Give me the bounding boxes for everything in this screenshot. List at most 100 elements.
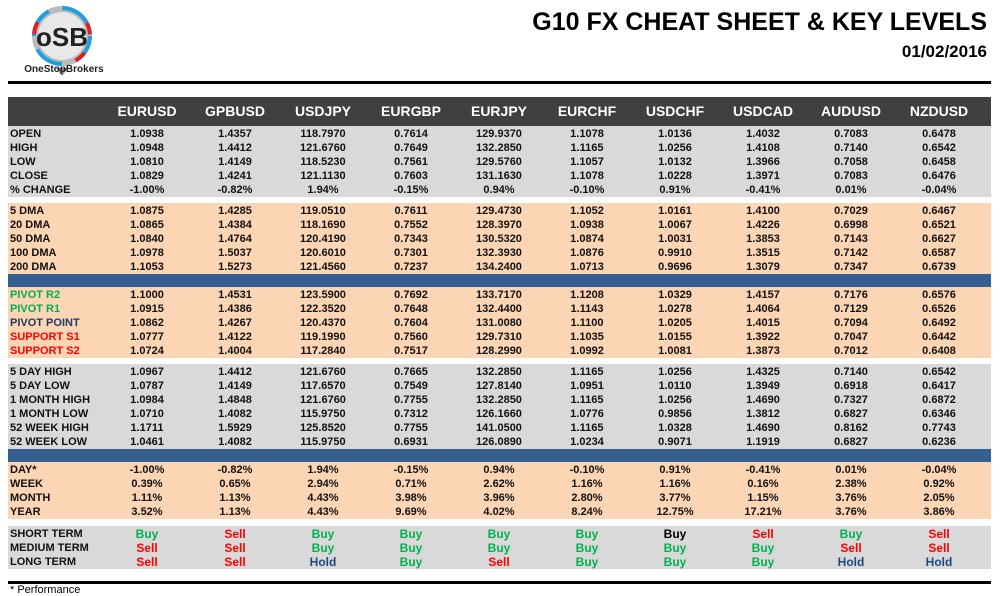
row-label: 5 DAY HIGH — [10, 366, 72, 378]
row-label: 5 DAY LOW — [10, 380, 70, 392]
value-cell: 1.0161 — [658, 205, 692, 217]
row-label: 52 WEEK LOW — [10, 436, 88, 448]
value-cell: 0.6542 — [922, 142, 956, 154]
value-cell: 8.24% — [571, 506, 603, 518]
value-cell: 1.0710 — [130, 408, 164, 420]
value-cell: 1.1053 — [130, 261, 164, 273]
value-cell: 0.7743 — [922, 422, 956, 434]
table-row: HIGH 1.0948 1.4412 121.6760 0.7649 132.2850 1.… — [8, 141, 991, 155]
value-cell: 1.4122 — [218, 331, 252, 343]
page-title: G10 FX CHEAT SHEET & KEY LEVELS — [532, 8, 987, 36]
table-section — [8, 526, 991, 569]
signal-cell: Sell — [840, 541, 862, 555]
value-cell: 1.0132 — [658, 156, 692, 168]
value-cell: 1.0915 — [130, 303, 164, 315]
value-cell: 1.1711 — [130, 422, 164, 434]
signal-cell: Buy — [311, 527, 335, 541]
value-cell: 0.7648 — [394, 303, 428, 315]
value-cell: 1.1165 — [570, 366, 604, 378]
table-row: YEAR 3.52% 1.13% 4.43% 9.69% 4.02% 8.24% 12.75%… — [8, 505, 991, 519]
value-cell: 1.1165 — [570, 394, 604, 406]
value-cell: 0.7083 — [834, 170, 868, 182]
signal-cell: Sell — [752, 527, 774, 541]
value-cell: 0.91% — [659, 184, 691, 196]
value-cell: 128.2990 — [476, 345, 522, 357]
table-row: PIVOT POINT 1.0862 1.4267 120.4370 0.7604 131… — [8, 316, 991, 330]
row-label: MEDIUM TERM — [10, 542, 89, 554]
value-cell: 115.9750 — [300, 436, 346, 448]
value-cell: 1.0951 — [570, 380, 604, 392]
value-cell: 132.2850 — [476, 394, 522, 406]
value-cell: 0.7552 — [394, 219, 428, 231]
divider — [8, 581, 991, 584]
value-cell: 1.4082 — [218, 408, 252, 420]
value-cell: 1.4149 — [218, 380, 252, 392]
value-cell: 3.52% — [131, 506, 163, 518]
value-cell: 1.3922 — [746, 331, 780, 343]
value-cell: 0.7347 — [834, 261, 868, 273]
value-cell: 3.96% — [483, 492, 515, 504]
value-cell: 1.4015 — [746, 317, 780, 329]
value-cell: 2.62% — [483, 478, 515, 490]
value-cell: 3.86% — [923, 506, 955, 518]
value-cell: 2.38% — [835, 478, 867, 490]
value-cell: 0.7142 — [834, 247, 868, 259]
table-row: DAY* -1.00% -0.82% 1.94% -0.15% 0.94% -0.10% 0.… — [8, 463, 991, 477]
value-cell: 1.0724 — [130, 345, 164, 357]
value-cell: 1.0978 — [130, 247, 164, 259]
table-section — [8, 203, 991, 274]
value-cell: 1.0110 — [658, 380, 692, 392]
value-cell: -0.15% — [393, 464, 429, 476]
value-cell: 1.1208 — [570, 289, 604, 301]
section-divider-band — [8, 448, 991, 462]
value-cell: 1.0713 — [570, 261, 604, 273]
value-cell: 0.9696 — [658, 261, 692, 273]
osb-logo: oSB OneStopBrokers — [24, 6, 104, 76]
value-cell: 1.4157 — [746, 289, 780, 301]
value-cell: 2.05% — [923, 492, 955, 504]
value-cell: 1.4412 — [218, 142, 252, 154]
signal-cell: Sell — [224, 541, 246, 555]
value-cell: 1.1100 — [570, 317, 604, 329]
row-label: SUPPORT S2 — [10, 345, 80, 357]
value-cell: 1.4032 — [746, 128, 780, 140]
value-cell: 1.4226 — [746, 219, 780, 231]
value-cell: 0.9071 — [658, 436, 692, 448]
svg-text:OneStopBrokers: OneStopBrokers — [24, 64, 104, 75]
value-cell: 121.6760 — [300, 142, 346, 154]
value-cell: 1.3812 — [746, 408, 780, 420]
signal-cell: Hold — [309, 555, 337, 569]
signal-cell: Buy — [399, 527, 423, 541]
value-cell: 0.6408 — [922, 345, 956, 357]
row-label: LOW — [10, 156, 36, 168]
table-section — [8, 364, 991, 449]
row-label: 52 WEEK HIGH — [10, 422, 89, 434]
value-cell: 0.01% — [835, 464, 867, 476]
table-row: 50 DMA 1.0840 1.4764 120.4190 0.7343 130.5320… — [8, 232, 991, 246]
value-cell: 3.98% — [395, 492, 427, 504]
value-cell: 0.7560 — [394, 331, 428, 343]
signal-cell: Buy — [751, 541, 775, 555]
row-label: 1 MONTH LOW — [10, 408, 89, 420]
value-cell: 0.6526 — [922, 303, 956, 315]
table-section — [8, 462, 991, 519]
row-label: CLOSE — [10, 170, 48, 182]
signal-cell: Sell — [136, 555, 158, 569]
value-cell: 0.7603 — [394, 170, 428, 182]
table-row: PIVOT R1 1.0915 1.4386 122.3520 0.7648 132.44… — [8, 302, 991, 316]
value-cell: 126.0890 — [476, 436, 522, 448]
value-cell: 0.7692 — [394, 289, 428, 301]
value-cell: 1.0031 — [658, 233, 692, 245]
svg-text:oSB: oSB — [36, 22, 88, 52]
value-cell: 0.01% — [835, 184, 867, 196]
value-cell: 120.4370 — [300, 317, 346, 329]
signal-cell: Buy — [487, 541, 511, 555]
signal-cell: Hold — [837, 555, 865, 569]
row-label: LONG TERM — [10, 556, 76, 568]
signal-cell: Buy — [487, 527, 511, 541]
row-label: 200 DMA — [10, 261, 57, 273]
value-cell: 118.7970 — [300, 128, 346, 140]
value-cell: 1.15% — [747, 492, 779, 504]
column-header-eurusd: EURUSD — [117, 103, 177, 119]
table-row: SUPPORT S2 1.0724 1.4004 117.2840 0.7517 128.… — [8, 344, 991, 358]
